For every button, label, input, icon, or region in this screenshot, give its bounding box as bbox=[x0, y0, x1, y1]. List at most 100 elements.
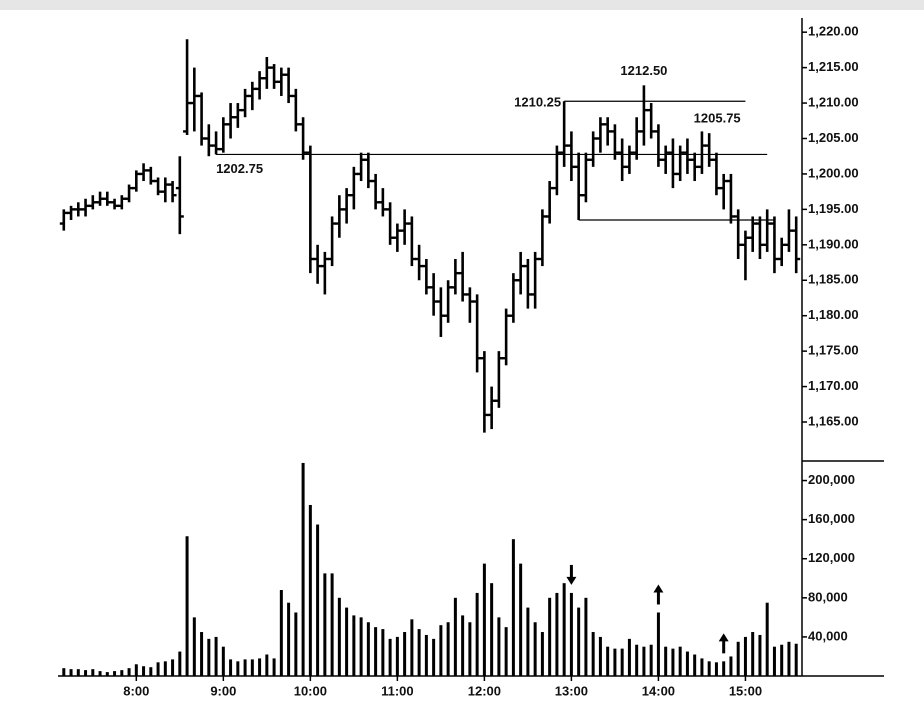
volume-bar bbox=[192, 617, 196, 676]
x-tick-label: 11:00 bbox=[381, 683, 414, 698]
volume-bar bbox=[656, 612, 660, 676]
volume-bar bbox=[272, 658, 276, 676]
x-tick-label: 15:00 bbox=[729, 683, 762, 698]
volume-bar bbox=[475, 592, 479, 676]
volume-bar bbox=[504, 627, 508, 676]
volume-bar bbox=[120, 670, 124, 676]
volume-tick-label: 80,000 bbox=[808, 589, 848, 604]
volume-bar bbox=[76, 669, 80, 676]
volume-bar bbox=[207, 638, 211, 676]
volume-bar bbox=[540, 632, 544, 676]
top-band bbox=[0, 0, 924, 10]
arrow-head bbox=[653, 584, 664, 593]
volume-bar bbox=[787, 641, 791, 676]
volume-bar bbox=[265, 654, 269, 676]
volume-bar bbox=[236, 661, 240, 676]
volume-bar bbox=[98, 671, 102, 676]
volume-bar bbox=[395, 636, 399, 676]
volume-bar bbox=[627, 638, 631, 676]
volume-bar bbox=[569, 592, 573, 676]
volume-bar bbox=[424, 634, 428, 676]
volume-bar bbox=[642, 646, 646, 676]
volume-bar bbox=[446, 622, 450, 676]
volume-bar bbox=[323, 573, 327, 676]
volume-bar bbox=[693, 654, 697, 676]
volume-bar bbox=[337, 597, 341, 676]
volume-bar bbox=[388, 638, 392, 676]
y-tick-label: 1,215.00 bbox=[808, 59, 859, 74]
level-label: 1210.25 bbox=[514, 95, 561, 110]
volume-bar bbox=[62, 668, 66, 676]
volume-bar bbox=[221, 646, 225, 676]
y-tick-label: 1,185.00 bbox=[808, 272, 859, 287]
volume-bar bbox=[84, 670, 88, 676]
volume-bar bbox=[591, 632, 595, 676]
y-tick-label: 1,170.00 bbox=[808, 378, 859, 393]
volume-bar bbox=[780, 644, 784, 676]
volume-bar bbox=[490, 583, 494, 676]
volume-bar bbox=[729, 656, 733, 676]
volume-bar bbox=[453, 597, 457, 676]
y-tick-label: 1,210.00 bbox=[808, 94, 859, 109]
y-tick-label: 1,190.00 bbox=[808, 236, 859, 251]
volume-bar bbox=[432, 638, 436, 676]
arrow-head bbox=[566, 576, 577, 585]
volume-bar bbox=[91, 669, 95, 676]
volume-bar bbox=[381, 629, 385, 676]
volume-bar bbox=[598, 636, 602, 676]
volume-bar bbox=[308, 504, 312, 676]
arrow-head bbox=[718, 633, 729, 642]
volume-tick-label: 120,000 bbox=[808, 550, 855, 565]
volume-bar bbox=[562, 583, 566, 676]
y-tick-label: 1,200.00 bbox=[808, 165, 859, 180]
volume-bar bbox=[743, 636, 747, 676]
volume-bar bbox=[685, 651, 689, 676]
volume-bar bbox=[142, 666, 146, 676]
volume-bar bbox=[127, 668, 131, 676]
y-tick-label: 1,175.00 bbox=[808, 343, 859, 358]
price-label: 1205.75 bbox=[694, 111, 741, 126]
volume-bar bbox=[519, 563, 523, 676]
volume-bar bbox=[772, 646, 776, 676]
y-tick-label: 1,180.00 bbox=[808, 307, 859, 322]
volume-bar bbox=[700, 658, 704, 676]
volume-bar bbox=[613, 648, 617, 676]
volume-bar bbox=[736, 641, 740, 676]
volume-bar bbox=[403, 632, 407, 676]
volume-bar bbox=[707, 661, 711, 676]
volume-bar bbox=[526, 607, 530, 676]
volume-bar bbox=[258, 658, 262, 676]
volume-bar bbox=[482, 563, 486, 676]
volume-bar bbox=[577, 607, 581, 676]
volume-bar bbox=[345, 607, 349, 676]
volume-bar bbox=[359, 617, 363, 676]
volume-bar bbox=[671, 648, 675, 676]
volume-bar bbox=[649, 644, 653, 676]
volume-bar bbox=[163, 661, 167, 676]
volume-bar bbox=[149, 667, 153, 676]
x-tick-label: 13:00 bbox=[555, 683, 588, 698]
volume-bar bbox=[250, 659, 254, 676]
y-tick-label: 1,195.00 bbox=[808, 201, 859, 216]
volume-bar bbox=[279, 590, 283, 676]
x-tick-label: 9:00 bbox=[210, 683, 236, 698]
volume-bar bbox=[606, 646, 610, 676]
volume-bar bbox=[185, 536, 189, 676]
volume-bar bbox=[417, 629, 421, 676]
x-tick-label: 10:00 bbox=[294, 683, 327, 698]
volume-bar bbox=[200, 632, 204, 676]
volume-bar bbox=[410, 619, 414, 676]
volume-bar bbox=[374, 627, 378, 676]
volume-bar bbox=[156, 662, 160, 676]
volume-bar bbox=[548, 597, 552, 676]
volume-bar bbox=[294, 612, 298, 676]
volume-bar bbox=[134, 664, 138, 676]
y-tick-label: 1,165.00 bbox=[808, 413, 859, 428]
volume-bar bbox=[214, 636, 218, 676]
x-tick-label: 14:00 bbox=[642, 683, 675, 698]
volume-bar bbox=[678, 646, 682, 676]
volume-bar bbox=[243, 659, 247, 676]
volume-bar bbox=[533, 622, 537, 676]
volume-bar bbox=[316, 524, 320, 676]
